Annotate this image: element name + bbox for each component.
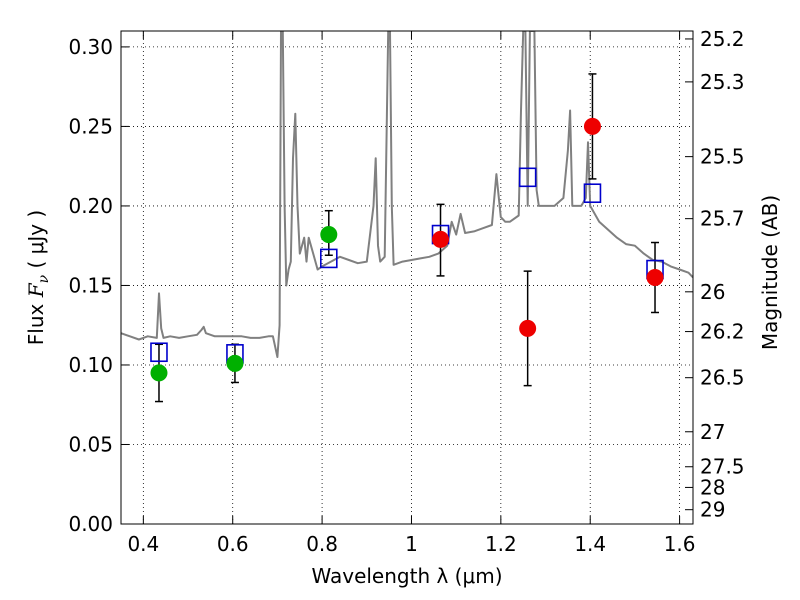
x-tick-label: 0.6 [217,532,249,556]
mag-tick-label: 26 [700,280,725,304]
mag-tick-label: 26.2 [700,320,745,344]
y-tick-label: 0.05 [68,432,113,456]
y-axis-label-prefix: Flux [24,297,48,345]
observed-point [320,226,338,244]
mag-tick-label: 28 [700,475,725,499]
observed-point [583,117,601,135]
observed-point [150,364,168,382]
observed-point [226,354,244,372]
y-tick-label: 0.25 [68,114,113,138]
axis-ticks: 0.4 0.6 0.8 1 1.2 1.4 1.6 0.00 0.05 0.10 0.15 0.20 0… [68,27,744,556]
grid [121,31,693,525]
mag-tick-label: 29 [700,498,725,522]
observed-point [519,319,537,337]
y-axis-label-symbol: F [24,282,48,298]
x-axis-label: Wavelength λ (μm) [311,564,502,588]
plot-frame [120,30,694,525]
y-tick-label: 0.10 [68,353,113,377]
spectrum-line [121,31,693,358]
model-square-marker [319,248,338,269]
mag-tick-label: 27.5 [700,455,745,479]
x-tick-label: 0.8 [306,532,338,556]
y-tick-label: 0.30 [68,35,113,59]
mag-tick-label: 25.2 [700,27,745,51]
model-square-marker [583,183,602,204]
model-square-marker [150,342,168,363]
right-axis-label: Magnitude (AB) [758,195,782,350]
x-tick-label: 0.4 [127,532,159,556]
mag-tick-label: 25.3 [700,70,745,94]
mag-tick-label: 27 [700,420,725,444]
x-tick-label: 1.6 [664,532,696,556]
y-axis-label: Flux Fν ( μJy ) [24,210,52,345]
mag-tick-label: 25.7 [700,207,745,231]
plot-area [121,31,693,403]
observed-point [432,230,450,248]
y-axis-label-subscript: ν [36,274,52,283]
x-tick-label: 1.4 [574,532,606,556]
model-square-marker [518,167,537,188]
mag-tick-label: 26.5 [700,366,745,390]
y-axis-label-unit: ( μJy ) [24,210,48,275]
y-tick-label: 0.00 [68,512,113,536]
y-tick-label: 0.15 [68,273,113,297]
x-tick-label: 1 [405,532,418,556]
y-tick-label: 0.20 [68,194,113,218]
mag-tick-label: 25.5 [700,145,745,169]
x-tick-label: 1.2 [485,532,517,556]
observed-point [646,269,664,286]
